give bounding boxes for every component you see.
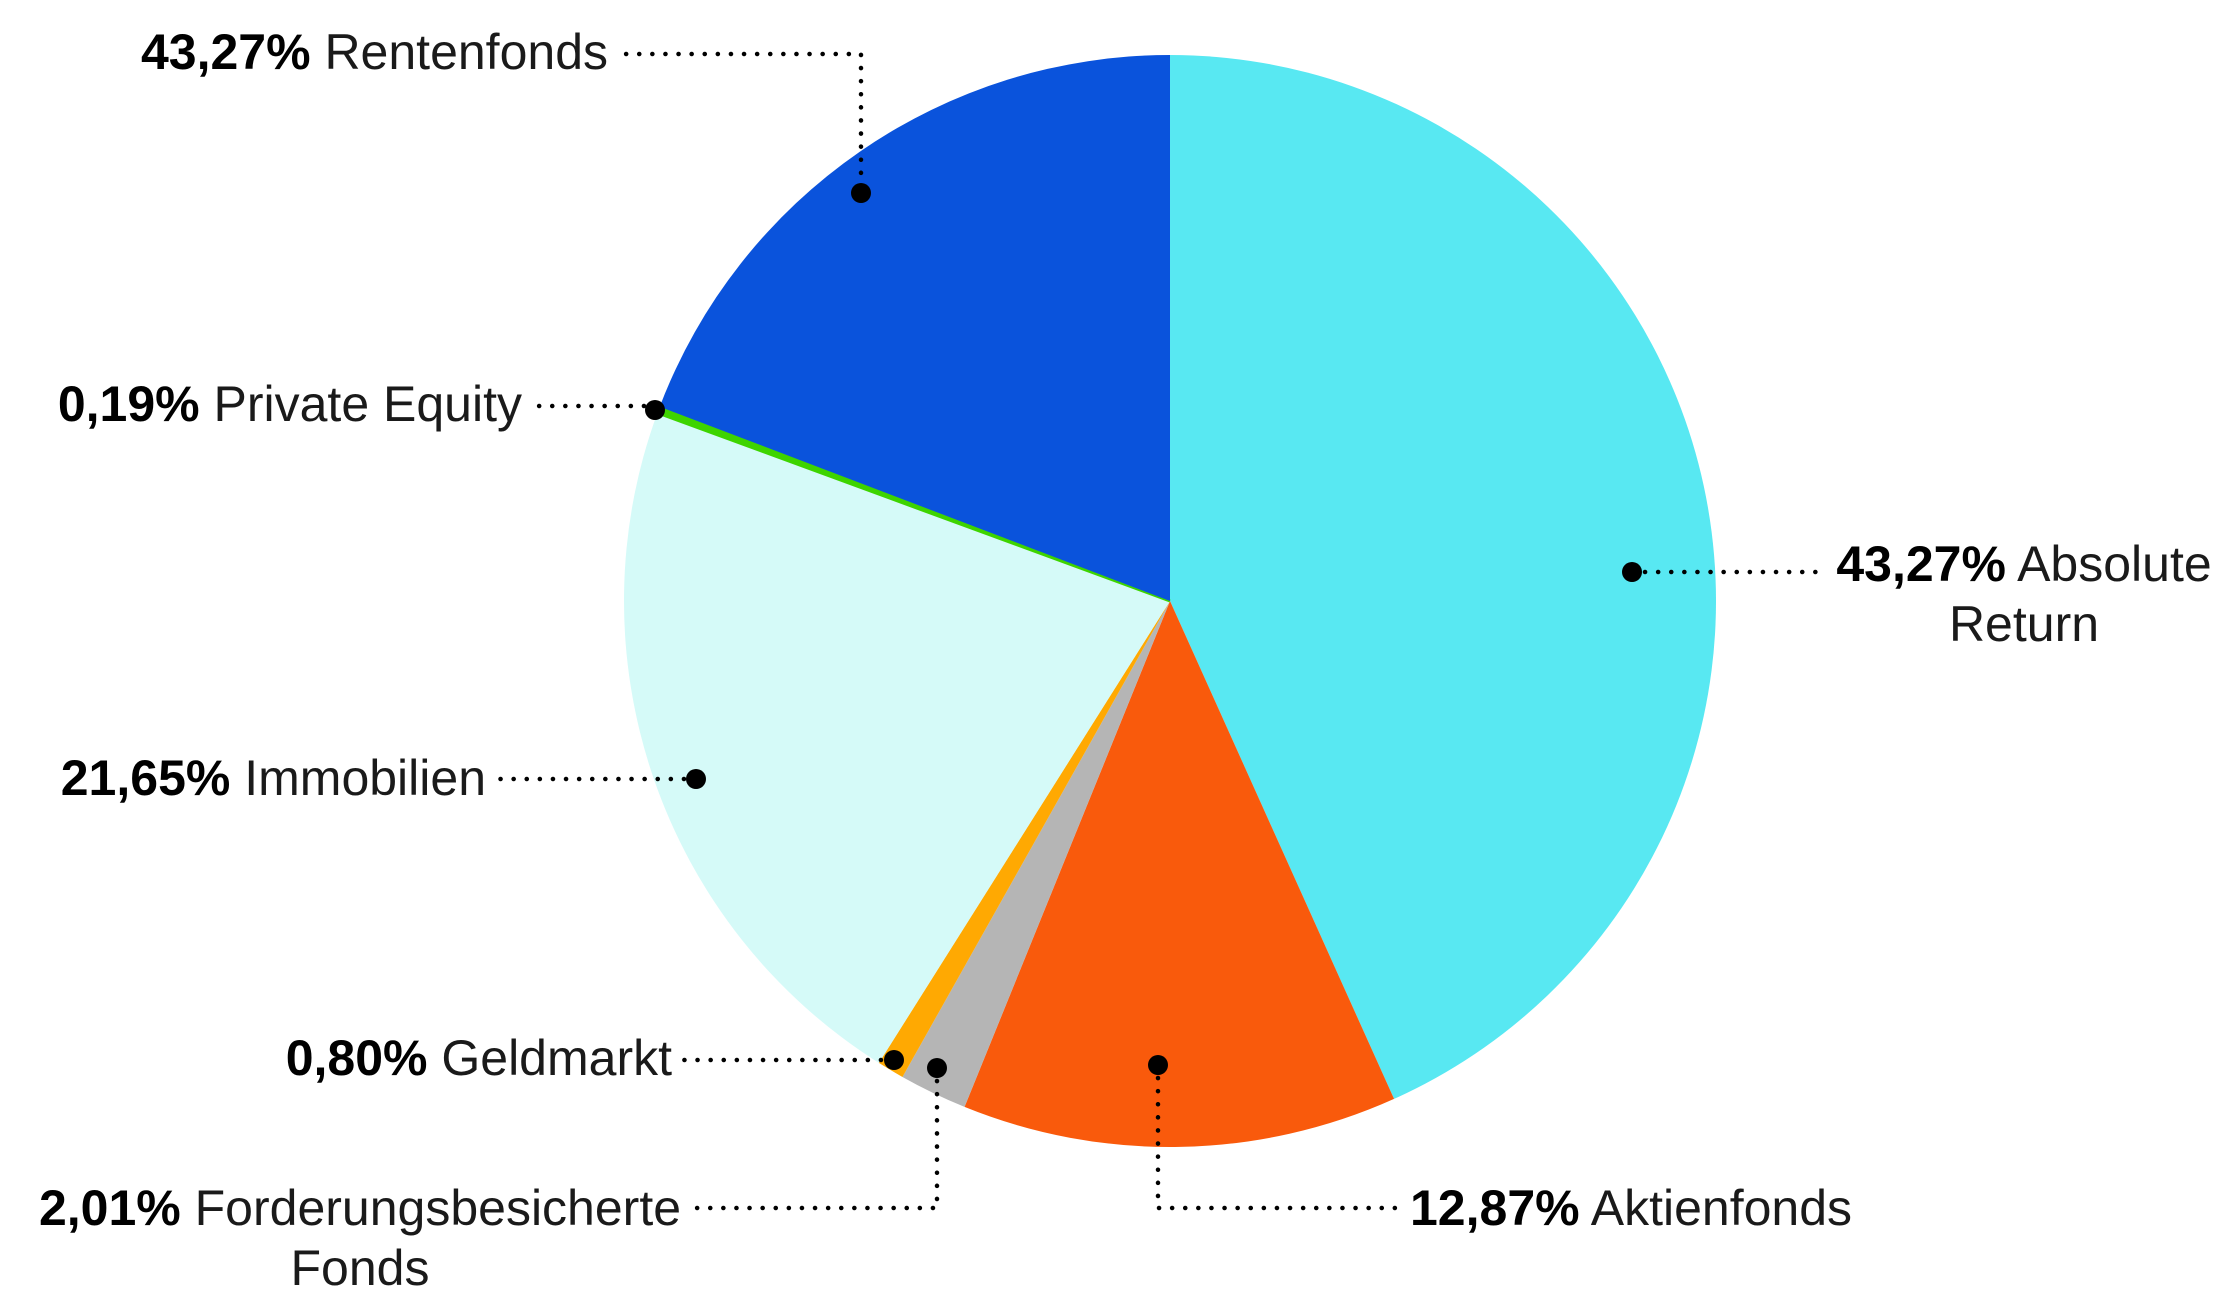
label-aktienfonds: 12,87% Aktienfonds <box>1410 1178 1852 1238</box>
pie-slice-immobilien <box>623 412 1170 1063</box>
label-private-equity-percent: 0,19% <box>57 376 200 432</box>
label-forderungsbesicherte-fonds: 2,01% Forderungsbesicherte Fonds <box>36 1178 684 1292</box>
label-forderungsbesicherte-fonds-percent: 2,01% <box>38 1180 181 1236</box>
pie-slice-absolute-return <box>1170 55 1717 1099</box>
label-rentenfonds-percent: 43,27% <box>140 24 311 80</box>
label-geldmarkt-name: Geldmarkt <box>441 1030 672 1086</box>
leader-lines <box>497 51 1822 1211</box>
leader-dot-immobilien <box>686 769 706 789</box>
label-private-equity: 0,19% Private Equity <box>58 374 522 434</box>
label-private-equity-name: Private Equity <box>213 376 522 432</box>
label-immobilien-percent: 21,65% <box>60 750 231 806</box>
label-absolute-return: 43,27% Absolute Return <box>1826 534 2213 654</box>
pie-slice-aktienfonds <box>964 601 1395 1147</box>
label-forderungsbesicherte-fonds-name: Forderungsbesicherte Fonds <box>194 1180 682 1292</box>
label-immobilien: 21,65% Immobilien <box>61 748 486 808</box>
leader-line-rentenfonds <box>619 51 864 189</box>
label-immobilien-name: Immobilien <box>244 750 486 806</box>
leader-line-forderungsbesicherte-fonds <box>683 1078 940 1211</box>
pie-slice-geldmarkt <box>878 601 1170 1077</box>
label-aktienfonds-name: Aktienfonds <box>1590 1180 1853 1236</box>
label-rentenfonds-name: Rentenfonds <box>324 24 608 80</box>
leader-line-aktienfonds <box>1155 1075 1409 1211</box>
leader-dot-private-equity <box>645 400 665 420</box>
leader-dot-geldmarkt <box>884 1050 904 1070</box>
label-geldmarkt-percent: 0,80% <box>285 1030 428 1086</box>
label-absolute-return-name: Absolute Return <box>1948 536 2212 652</box>
leader-dot-forderungsbesicherte-fonds <box>927 1058 947 1078</box>
leader-dot-rentenfonds <box>851 183 871 203</box>
leader-dot-absolute-return <box>1622 562 1642 582</box>
pie-slice-rentenfonds <box>659 54 1170 601</box>
label-geldmarkt: 0,80% Geldmarkt <box>286 1028 672 1088</box>
label-absolute-return-percent: 43,27% <box>1836 536 2006 592</box>
leader-dot-aktienfonds <box>1148 1055 1168 1075</box>
label-aktienfonds-percent: 12,87% <box>1410 1180 1580 1236</box>
label-rentenfonds: 43,27% Rentenfonds <box>141 22 608 82</box>
pie-slices <box>623 54 1717 1147</box>
pie-slice-forderungsbesicherte-fonds <box>902 601 1170 1107</box>
